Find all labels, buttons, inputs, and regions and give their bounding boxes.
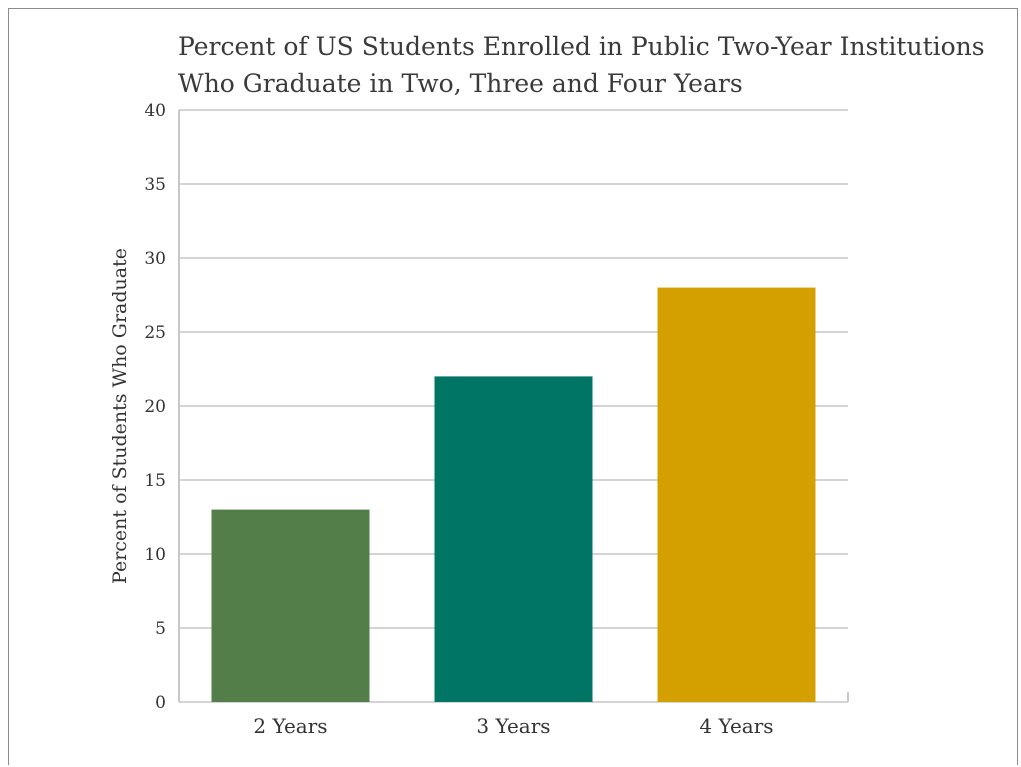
y-tick-label: 0: [155, 693, 166, 713]
x-axis-tick-labels: 2 Years 3 Years 4 Years: [253, 714, 773, 738]
bars: [211, 287, 816, 702]
chart-title: Percent of US Students Enrolled in Publi…: [178, 28, 985, 102]
y-tick-label: 20: [144, 397, 166, 417]
y-tick-label: 10: [144, 545, 166, 565]
y-tick-label: 25: [144, 323, 166, 343]
y-tick-label: 5: [155, 619, 166, 639]
bar-4-years: [657, 287, 816, 702]
y-tick-label: 30: [144, 249, 166, 269]
bar-2-years: [211, 509, 370, 702]
chart-title-line-2: Who Graduate in Two, Three and Four Year…: [178, 69, 743, 98]
chart-title-line-1: Percent of US Students Enrolled in Publi…: [178, 32, 985, 61]
y-axis-tick-labels: 0 5 10 15 20 25 30 35 40: [144, 101, 166, 713]
x-tick-label: 3 Years: [476, 714, 550, 738]
y-tick-label: 40: [144, 101, 166, 121]
x-tick-label: 4 Years: [699, 714, 773, 738]
y-tick-label: 35: [144, 175, 166, 195]
bar-3-years: [434, 376, 593, 702]
y-axis-title: Percent of Students Who Graduate: [109, 248, 131, 584]
y-tick-label: 15: [144, 471, 166, 491]
x-tick-label: 2 Years: [253, 714, 327, 738]
